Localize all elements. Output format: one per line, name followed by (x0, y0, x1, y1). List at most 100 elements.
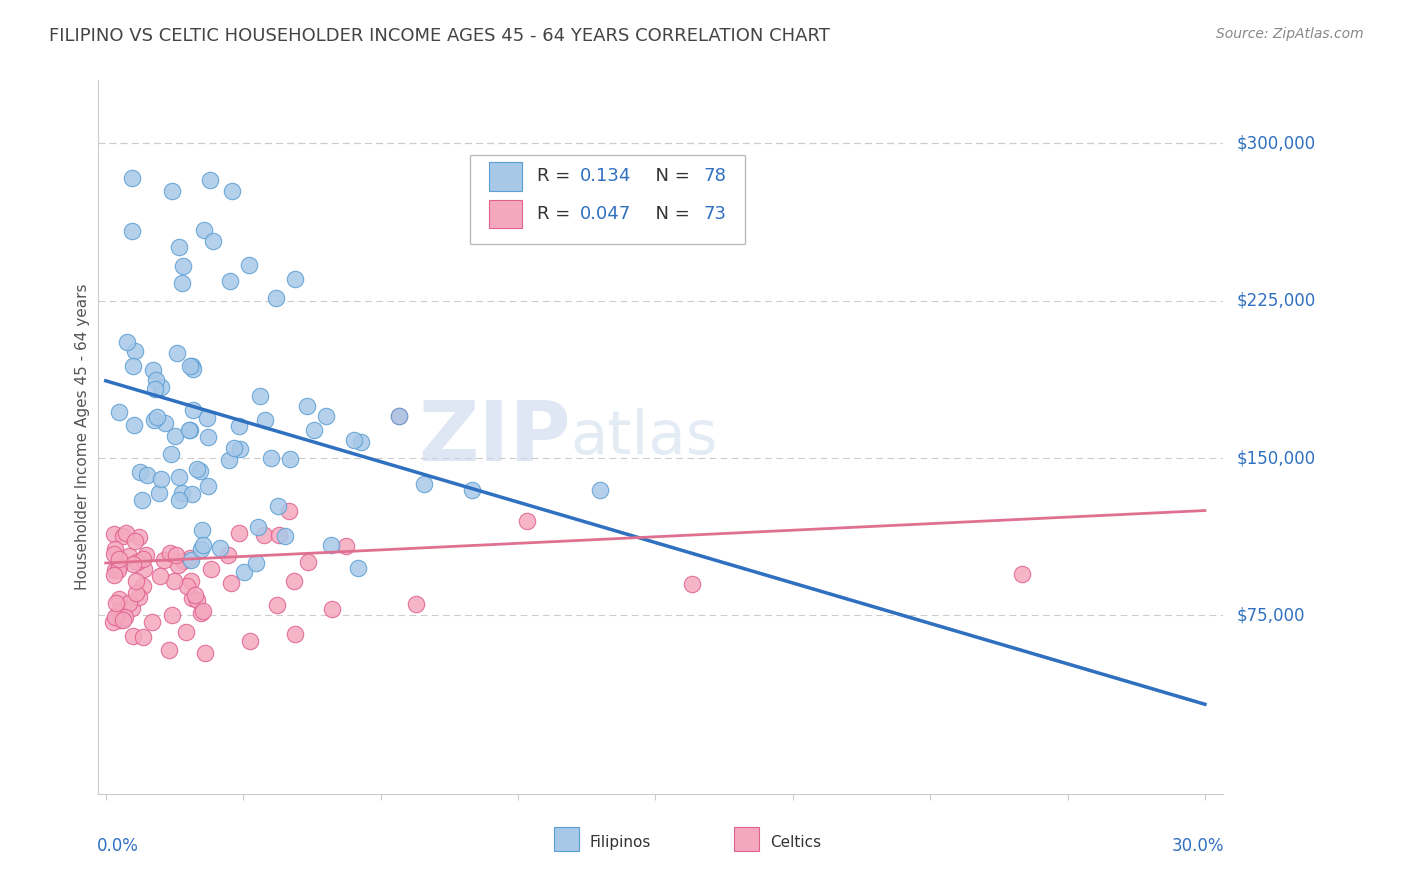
Point (197, 430, 219, 444)
Point (181, 402, 204, 417)
Point (117, 335, 139, 350)
Point (297, 399, 319, 413)
Point (128, 530, 150, 544)
Point (112, 613, 135, 627)
Point (174, 624, 197, 639)
Point (108, 605, 131, 619)
Point (166, 346, 188, 360)
Point (219, 576, 242, 591)
Point (121, 224, 143, 238)
Point (127, 556, 149, 570)
Point (405, 597, 427, 611)
Point (143, 413, 166, 427)
Point (148, 486, 170, 500)
Point (169, 470, 191, 484)
Point (179, 551, 201, 566)
Point (159, 447, 181, 461)
Point (297, 555, 319, 569)
Point (190, 606, 212, 620)
Point (461, 483, 484, 497)
Point (208, 541, 231, 556)
Point (132, 562, 155, 576)
Point (188, 464, 211, 478)
Text: FILIPINO VS CELTIC HOUSEHOLDER INCOME AGES 45 - 64 YEARS CORRELATION CHART: FILIPINO VS CELTIC HOUSEHOLDER INCOME AG… (49, 27, 830, 45)
Text: $150,000: $150,000 (1237, 449, 1316, 467)
Point (302, 423, 325, 437)
Point (162, 184, 184, 198)
Point (170, 485, 193, 500)
Point (124, 344, 146, 359)
Point (179, 359, 201, 373)
Point (142, 363, 165, 377)
Text: 73: 73 (703, 205, 727, 223)
Point (103, 527, 125, 541)
Point (193, 223, 215, 237)
Text: $225,000: $225,000 (1237, 292, 1316, 310)
Point (190, 542, 212, 557)
Point (253, 528, 276, 542)
Text: R =: R = (537, 168, 576, 186)
Point (245, 556, 267, 570)
Point (589, 483, 612, 497)
Point (131, 579, 153, 593)
Point (114, 610, 136, 624)
Point (108, 591, 131, 606)
Point (266, 499, 288, 513)
Point (149, 472, 172, 486)
Text: 78: 78 (703, 168, 727, 186)
FancyBboxPatch shape (489, 162, 523, 191)
Point (219, 273, 242, 287)
Point (129, 465, 152, 479)
Text: 30.0%: 30.0% (1171, 837, 1225, 855)
Point (121, 171, 143, 186)
Point (132, 630, 155, 644)
Point (180, 574, 202, 588)
Point (104, 596, 127, 610)
Point (191, 538, 214, 552)
Point (315, 409, 337, 423)
Point (233, 565, 256, 579)
Point (170, 276, 193, 290)
Point (274, 529, 297, 543)
Point (181, 362, 204, 376)
Point (122, 557, 145, 571)
Point (103, 615, 125, 630)
Point (104, 563, 127, 577)
Point (200, 562, 222, 576)
Point (346, 561, 368, 575)
FancyBboxPatch shape (489, 200, 523, 228)
Point (128, 590, 150, 604)
Point (253, 413, 276, 427)
Point (172, 554, 194, 568)
Point (222, 441, 245, 455)
Point (388, 409, 411, 423)
FancyBboxPatch shape (554, 828, 579, 851)
Point (218, 453, 240, 467)
Point (343, 433, 366, 447)
Point (278, 503, 301, 517)
Point (112, 529, 135, 543)
Point (157, 642, 180, 657)
Point (122, 629, 145, 643)
Point (118, 596, 141, 610)
Point (107, 558, 129, 573)
Point (278, 451, 301, 466)
Point (163, 429, 186, 443)
Point (125, 574, 148, 588)
Text: atlas: atlas (571, 408, 718, 467)
Point (186, 461, 208, 475)
Point (153, 416, 176, 430)
Point (153, 553, 176, 567)
Point (108, 552, 131, 566)
Text: $300,000: $300,000 (1237, 134, 1316, 153)
Point (238, 258, 260, 272)
FancyBboxPatch shape (734, 828, 759, 851)
Point (118, 549, 141, 563)
FancyBboxPatch shape (470, 155, 745, 244)
Point (131, 551, 153, 566)
Point (172, 259, 194, 273)
Point (180, 487, 202, 501)
Point (124, 534, 146, 549)
Point (321, 602, 343, 616)
Point (284, 271, 307, 285)
